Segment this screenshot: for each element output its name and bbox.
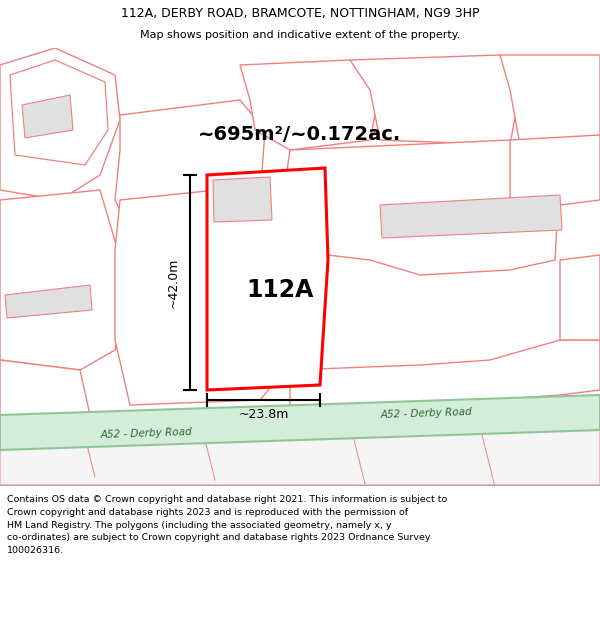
Polygon shape [0, 190, 125, 370]
Text: ~42.0m: ~42.0m [167, 258, 180, 308]
Text: Map shows position and indicative extent of the property.: Map shows position and indicative extent… [140, 30, 460, 40]
Polygon shape [115, 185, 290, 405]
Polygon shape [0, 450, 75, 485]
Polygon shape [0, 400, 600, 485]
Text: 112A: 112A [247, 278, 314, 302]
Polygon shape [115, 100, 265, 240]
Polygon shape [560, 255, 600, 340]
Polygon shape [240, 60, 380, 150]
Text: 112A, DERBY ROAD, BRAMCOTE, NOTTINGHAM, NG9 3HP: 112A, DERBY ROAD, BRAMCOTE, NOTTINGHAM, … [121, 8, 479, 20]
Polygon shape [5, 285, 92, 318]
Polygon shape [380, 195, 562, 238]
Text: A52 - Derby Road: A52 - Derby Road [100, 427, 192, 440]
Text: A52 - Derby Road: A52 - Derby Road [380, 407, 472, 420]
Polygon shape [207, 168, 328, 390]
Text: ~23.8m: ~23.8m [238, 408, 289, 421]
Polygon shape [350, 55, 520, 145]
Polygon shape [290, 340, 600, 415]
Polygon shape [213, 177, 272, 222]
Polygon shape [10, 60, 108, 165]
Polygon shape [0, 395, 600, 450]
Text: ~695m²/~0.172ac.: ~695m²/~0.172ac. [199, 126, 401, 144]
Polygon shape [0, 48, 120, 200]
Polygon shape [22, 95, 73, 138]
Polygon shape [0, 360, 90, 455]
Polygon shape [510, 135, 600, 205]
Text: Contains OS data © Crown copyright and database right 2021. This information is : Contains OS data © Crown copyright and d… [7, 495, 448, 555]
Polygon shape [500, 55, 600, 145]
Polygon shape [285, 140, 560, 275]
